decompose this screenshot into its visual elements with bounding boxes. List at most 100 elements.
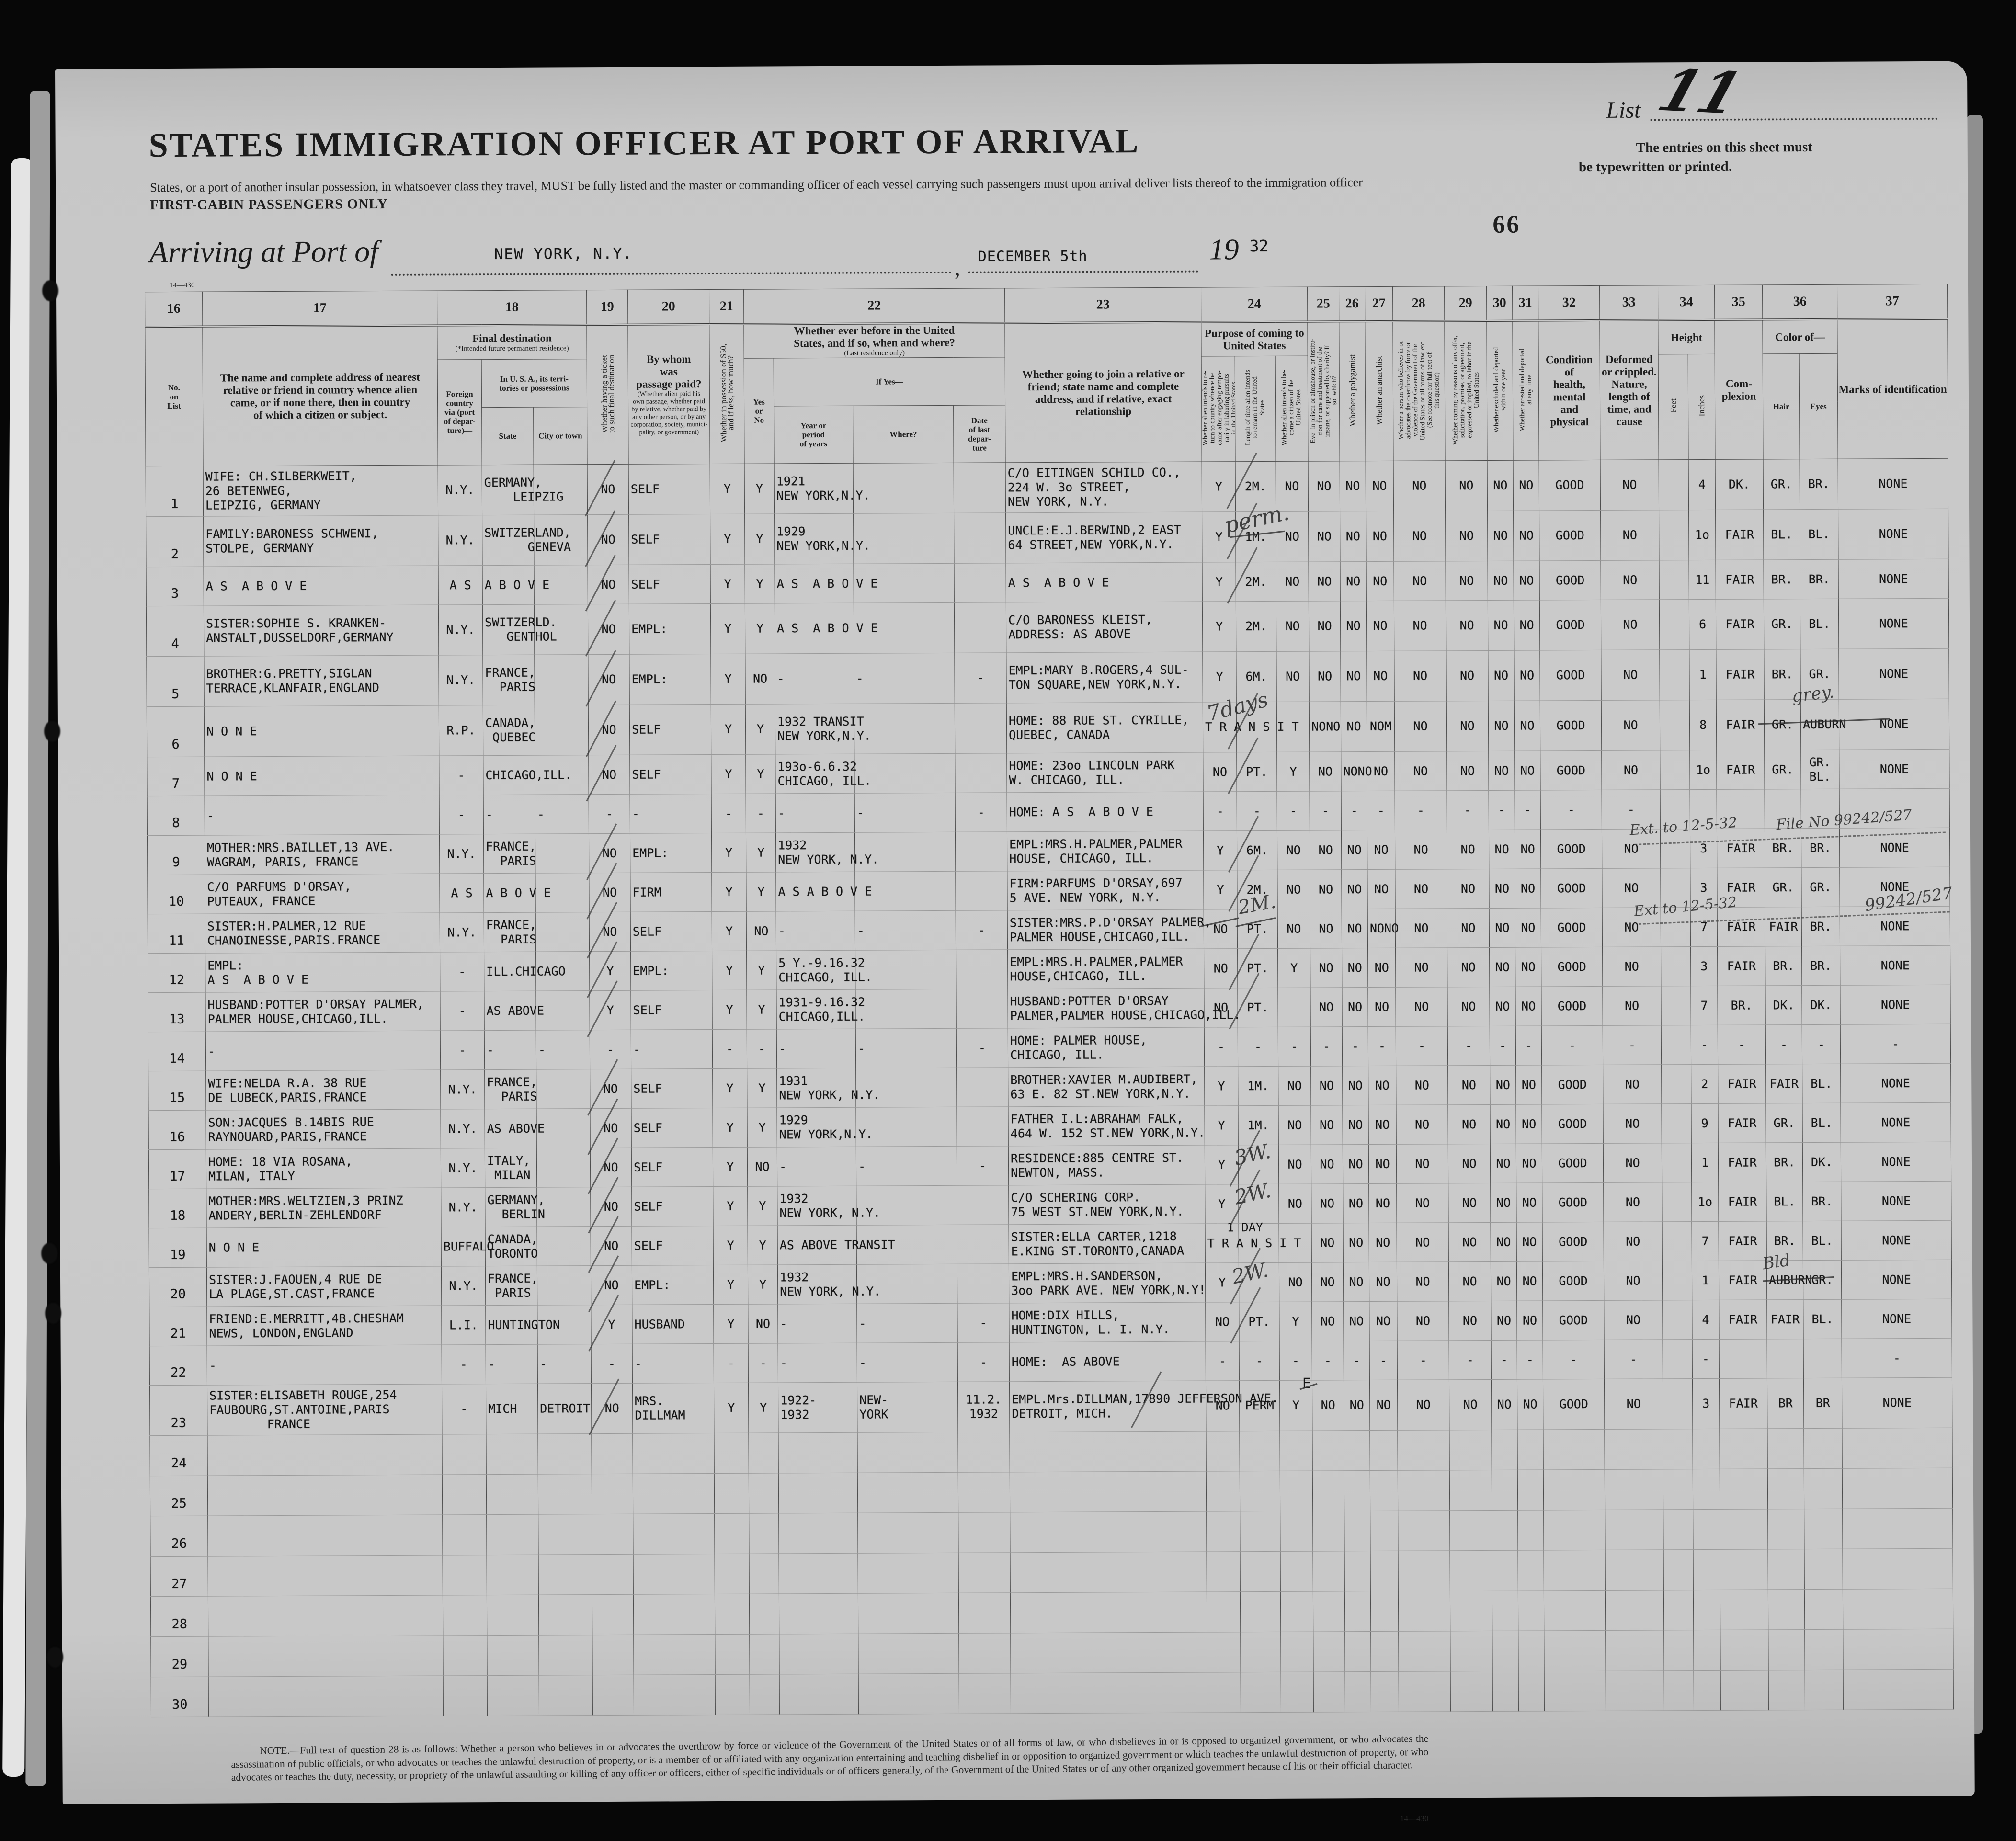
cell-df [1605,1630,1664,1671]
cell-p1 [1206,1431,1240,1472]
header-complexion: Com- plexion [1714,319,1764,460]
cell-dt [954,563,1006,603]
cell-df [1605,1590,1664,1631]
cell-yr: - [778,1343,857,1383]
cell-p3: NO [1277,830,1310,870]
cell-ft [1663,1590,1694,1630]
cell-hr [1768,1670,1805,1710]
cell-n: 27 [150,1556,208,1597]
manifest-header: 16 17 18 19 20 21 22 23 24 25 26 27 28 2… [145,284,1948,466]
cell-by [633,1594,715,1635]
cell-f1: NO [1341,701,1367,752]
cell-f0 [1313,1551,1345,1592]
cell-by: SELF [631,1186,714,1227]
cell-n: 28 [150,1596,208,1637]
cell-hr: FAIR [1766,1299,1804,1339]
cell-join: EMPL:MRS.H.SANDERSON, 3oo PARK AVE. NEW … [1009,1263,1206,1303]
cell-f0: NONO [1309,701,1341,752]
cell-hr: FAIR [1765,907,1802,946]
cell-tk: - [590,1030,631,1069]
cell-f1 [1344,1631,1371,1672]
cell-p1: Y [1202,461,1236,512]
cell-cx: FAIR [1716,750,1765,790]
cell-hr: GR. [1763,459,1800,510]
cell-yn: Y [746,872,776,912]
cell-rel: SISTER:H.PALMER,12 RUE CHANOINESSE,PARIS… [205,913,440,954]
cell-mk: NONE [1841,1299,1952,1339]
cell-hp: GOOD [1543,1379,1605,1430]
cell-ey: AUBURN [1800,699,1846,750]
cell-cx: FAIR [1718,1182,1767,1222]
cell-ct [536,1148,591,1188]
cell-tk [592,1675,634,1716]
cell-st: CANADA, TORONTO [485,1227,538,1266]
cell-by: SELF [631,1147,713,1187]
header-height: Height [1658,319,1715,354]
cell-p1: Y [1204,1066,1238,1106]
cell-yn: Y [748,1225,778,1265]
cell-join [1010,1592,1207,1633]
cell-ct [538,1514,592,1555]
cell-ey: BR. [1800,459,1838,510]
cell-cx: FAIR [1716,699,1765,750]
cell-f4: NO [1448,1261,1491,1301]
header-ever-before-note: (Last residence only) [844,349,905,357]
cell-in: 7 [1690,907,1718,947]
cell-in: 1 [1689,649,1717,700]
cell-p3 [1279,1431,1313,1471]
cell-ey [1801,789,1840,829]
cell-tk: NO [591,1226,632,1266]
cell-ft [1662,1261,1692,1300]
cell-f1: NO [1341,830,1367,870]
cell-p1 [1206,1511,1241,1552]
cell-dt [956,1067,1009,1107]
cell-f1: NO [1340,601,1367,651]
cell-st [487,1555,539,1595]
cell-ft [1663,1509,1694,1550]
cell-m50 [715,1674,750,1715]
arrival-date-value: DECEMBER 5th [978,248,1088,265]
cell-join: HOME: 88 RUE ST. CYRILLE, QUEBEC, CANADA [1006,702,1203,753]
cell-m50: - [712,1029,747,1069]
cell-p1: - [1206,1341,1240,1381]
colnum-21: 21 [709,289,744,325]
cell-via [442,1434,487,1475]
cell-ey [1804,1549,1843,1590]
cell-f3: NO [1395,947,1447,988]
cell-hr: BR. [1766,1221,1803,1261]
cell-hp: GOOD [1539,600,1601,650]
cell-by: SELF [630,990,713,1030]
cell-f1: NO [1340,561,1367,601]
cell-p2: 2M. [1235,461,1276,512]
cell-yr [779,1634,859,1674]
cell-f4: NO [1448,1222,1491,1262]
cell-f0: NO [1310,830,1342,870]
cell-cx: FAIR [1718,1064,1766,1104]
cell-tk: Y [591,1305,633,1344]
cell-st: FRANCE, PARIS [484,912,536,952]
cell-yr [778,1432,858,1473]
cell-ey: BL. [1803,1221,1842,1261]
cell-f3: NO [1397,1261,1449,1302]
cell-st: CHICAGO,ILL. [483,755,572,795]
cell-by: EMPL: [629,603,711,655]
cell-via: - [439,795,484,835]
cell-ft [1659,599,1689,650]
header-foreign-country-via: Foreign country via (port of depar- ture… [437,359,482,466]
cell-in: 6 [1689,599,1716,650]
cell-ft [1660,789,1690,829]
cell-hp: GOOD [1541,947,1603,987]
cell-f2: - [1368,1026,1396,1066]
cell-st: - [484,1030,536,1070]
cell-ft [1663,1469,1693,1510]
cell-yn: Y [744,513,775,565]
cell-in [1693,1590,1720,1630]
cell-p2 [1240,1471,1280,1511]
cell-f6: NO [1515,1065,1542,1105]
colnum-22: 22 [743,288,1005,324]
cell-ct [536,1069,591,1109]
colnum-20: 20 [627,289,709,325]
cell-cx [1720,1589,1768,1630]
cell-cx: FAIR [1718,1142,1766,1182]
cell-f2: NO [1367,987,1396,1027]
